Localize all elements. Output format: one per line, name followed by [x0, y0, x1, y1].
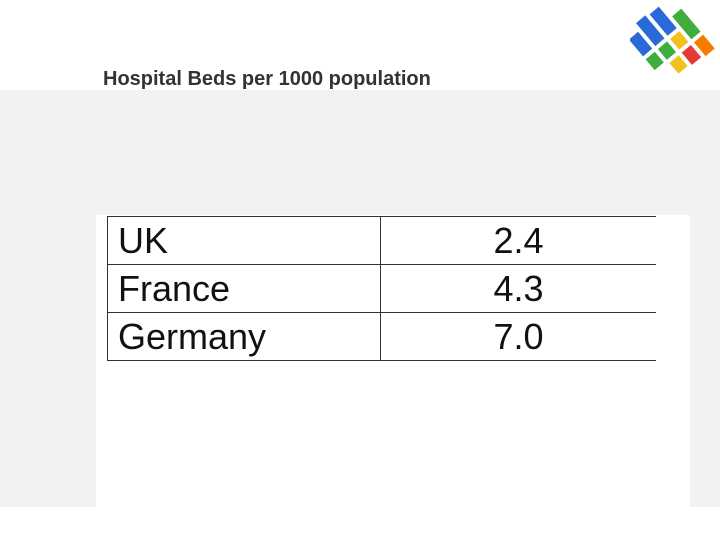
logo-stripe [657, 41, 677, 60]
value-cell: 2.4 [380, 216, 656, 265]
country-cell: UK [107, 216, 381, 265]
logo-stripe [649, 6, 677, 36]
value-cell: 7.0 [380, 312, 656, 361]
value-cell: 4.3 [380, 264, 656, 313]
logo-stripe [630, 31, 653, 57]
logo-stripe [693, 34, 715, 57]
country-cell: France [107, 264, 381, 313]
table-body: UK 2.4 France 4.3 Germany 7.0 [107, 216, 656, 361]
logo [630, 6, 715, 74]
logo-stripe [672, 8, 701, 40]
table-row: Germany 7.0 [107, 312, 656, 361]
logo-stripe [636, 15, 665, 47]
logo-stripe [669, 55, 688, 74]
data-table: UK 2.4 France 4.3 Germany 7.0 [107, 216, 656, 361]
logo-stripe [645, 51, 664, 71]
table-row: UK 2.4 [107, 216, 656, 265]
country-cell: Germany [107, 312, 381, 361]
logo-stripe [681, 44, 702, 65]
slide-title: Hospital Beds per 1000 population [103, 68, 431, 90]
logo-stripe [670, 31, 689, 50]
table-row: France 4.3 [107, 264, 656, 313]
